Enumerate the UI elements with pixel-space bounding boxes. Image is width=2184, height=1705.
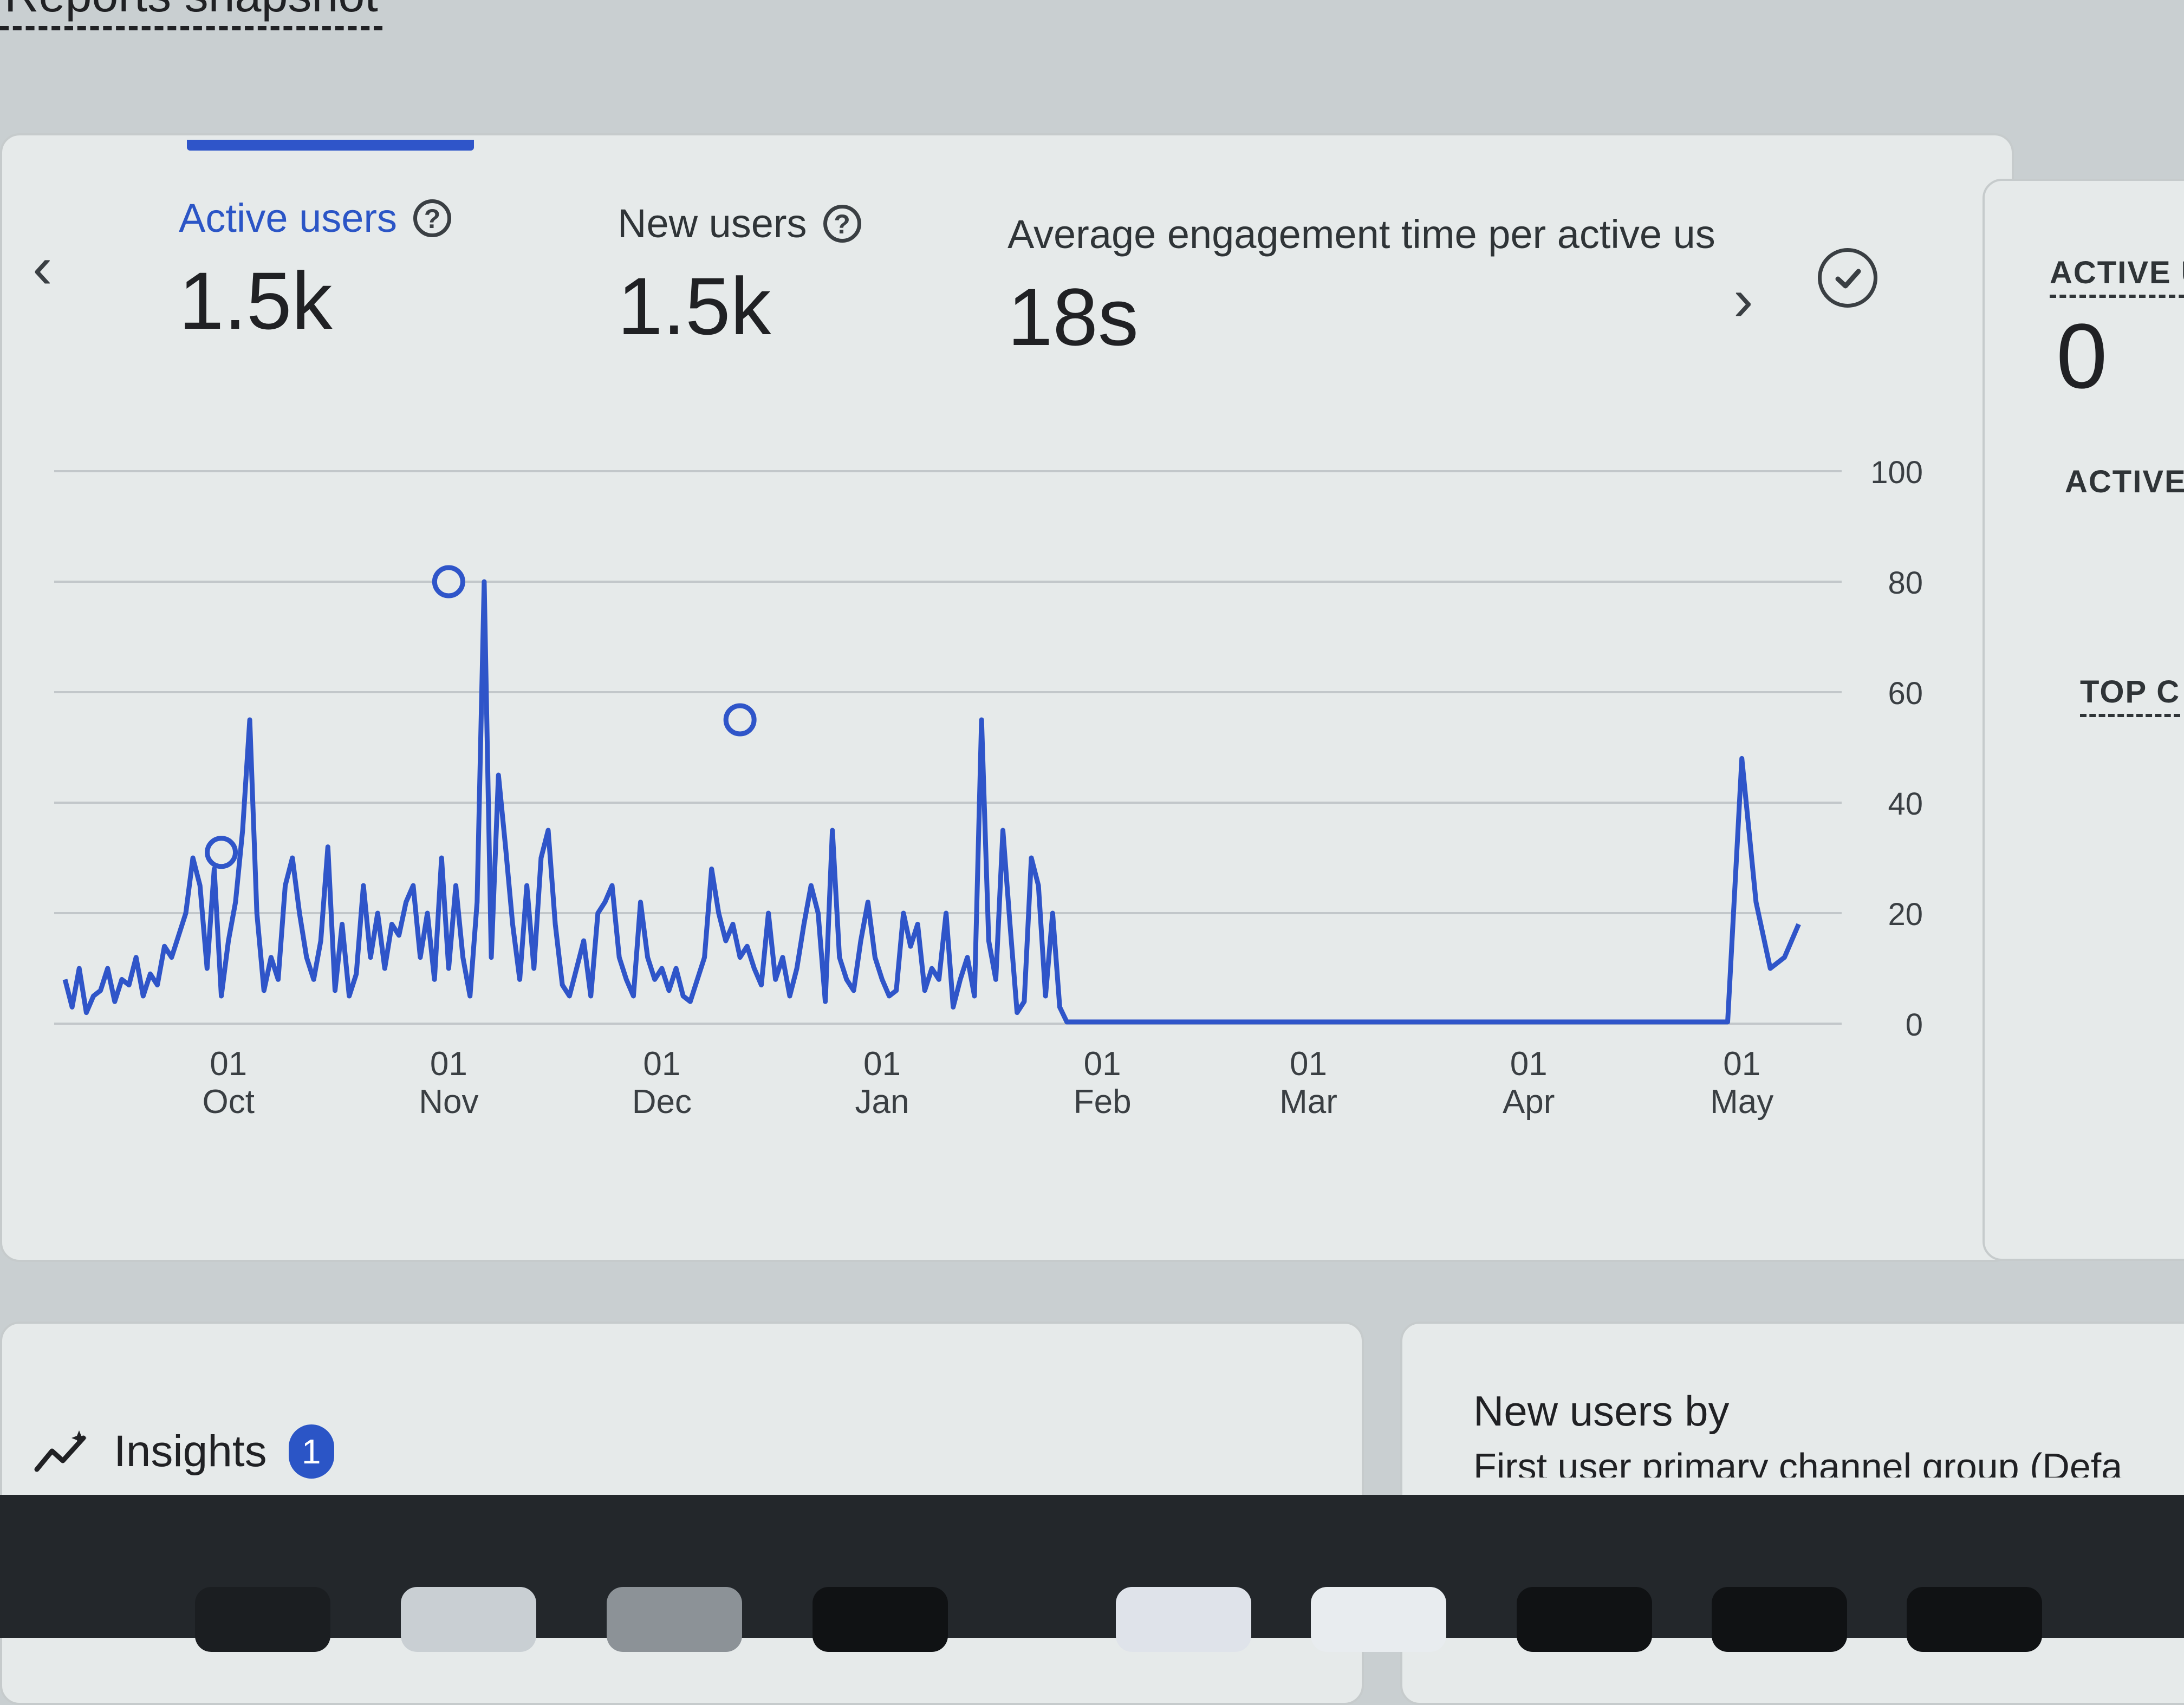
x-tick-day-label: 01 xyxy=(1084,1045,1121,1083)
dock-app-icon[interactable] xyxy=(1907,1587,2042,1652)
insights-header[interactable]: Insights 1 xyxy=(32,1424,334,1479)
insights-label: Insights xyxy=(114,1427,267,1476)
metrics-card xyxy=(0,133,2014,1262)
x-tick-month-label: Mar xyxy=(1279,1083,1337,1121)
page-title: Reports snapshot xyxy=(0,0,382,30)
metric-active-users[interactable]: Active users? 1.5k xyxy=(179,195,452,348)
chevron-left-icon[interactable]: ‹ xyxy=(32,234,53,301)
anomaly-marker[interactable] xyxy=(205,836,238,869)
x-tick-month-label: Feb xyxy=(1074,1083,1132,1121)
x-tick-month-label: Oct xyxy=(202,1083,254,1121)
y-tick-label: 40 xyxy=(1888,786,1923,822)
x-tick-month-label: May xyxy=(1710,1083,1773,1121)
metric-value: 18s xyxy=(1007,271,1139,362)
x-tick-month-label: Jan xyxy=(855,1083,909,1121)
metric-label: New users xyxy=(618,201,807,246)
dock-app-icon[interactable] xyxy=(812,1587,948,1652)
y-tick-label: 20 xyxy=(1888,897,1923,932)
active-users-series-line xyxy=(62,579,1801,1025)
dock-app-icon[interactable] xyxy=(1116,1587,1251,1652)
y-tick-label: 80 xyxy=(1888,565,1923,601)
y-tick-label: 60 xyxy=(1888,676,1923,711)
x-tick-month-label: Dec xyxy=(632,1083,692,1121)
chevron-right-icon[interactable]: › xyxy=(1733,266,1753,333)
realtime-card xyxy=(1982,179,2184,1261)
check-circle-icon[interactable] xyxy=(1818,248,1877,308)
x-tick-day-label: 01 xyxy=(863,1045,901,1083)
new-users-by-title: New users by xyxy=(1473,1387,1730,1435)
x-tick-month-label: Nov xyxy=(419,1083,478,1121)
x-tick-month-label: Apr xyxy=(1503,1083,1555,1121)
top-label[interactable]: TOP C xyxy=(2080,674,2181,717)
metric-label: Average engagement time per active us xyxy=(1007,212,1715,257)
x-tick-day-label: 01 xyxy=(1510,1045,1548,1083)
metric-label: Active users xyxy=(179,196,398,240)
insights-count-badge: 1 xyxy=(288,1424,334,1479)
metric-new-users[interactable]: New users? 1.5k xyxy=(618,200,861,353)
dock-app-icon[interactable] xyxy=(195,1587,330,1652)
dock-app-icon[interactable] xyxy=(1712,1587,1847,1652)
y-tick-label: 0 xyxy=(1906,1007,1923,1043)
help-icon[interactable]: ? xyxy=(413,199,452,237)
selected-tab-indicator xyxy=(187,140,474,151)
metric-avg-engagement[interactable]: Average engagement time per active us 18… xyxy=(1007,211,1715,364)
anomaly-marker[interactable] xyxy=(432,565,465,598)
x-tick-day-label: 01 xyxy=(643,1045,680,1083)
realtime-sublabel: ACTIVE xyxy=(2065,464,2184,499)
dock-app-icon[interactable] xyxy=(607,1587,742,1652)
dock-app-icon[interactable] xyxy=(401,1587,536,1652)
x-tick-day-label: 01 xyxy=(1723,1045,1760,1083)
y-tick-label: 100 xyxy=(1870,455,1923,490)
realtime-label[interactable]: ACTIVE U xyxy=(2050,255,2184,298)
metric-value: 1.5k xyxy=(179,255,333,346)
anomaly-marker[interactable] xyxy=(723,703,757,737)
new-users-by-dimension[interactable]: First user primary channel group (Defa xyxy=(1473,1446,2123,1478)
x-tick-day-label: 01 xyxy=(430,1045,467,1083)
dock-app-icon[interactable] xyxy=(1517,1587,1652,1652)
x-tick-day-label: 01 xyxy=(210,1045,247,1083)
x-tick-day-label: 01 xyxy=(1290,1045,1327,1083)
dock-app-icon[interactable] xyxy=(1311,1587,1446,1652)
insights-icon xyxy=(34,1430,87,1472)
realtime-value: 0 xyxy=(2056,305,2108,408)
help-icon[interactable]: ? xyxy=(823,204,861,243)
metric-value: 1.5k xyxy=(618,261,771,352)
